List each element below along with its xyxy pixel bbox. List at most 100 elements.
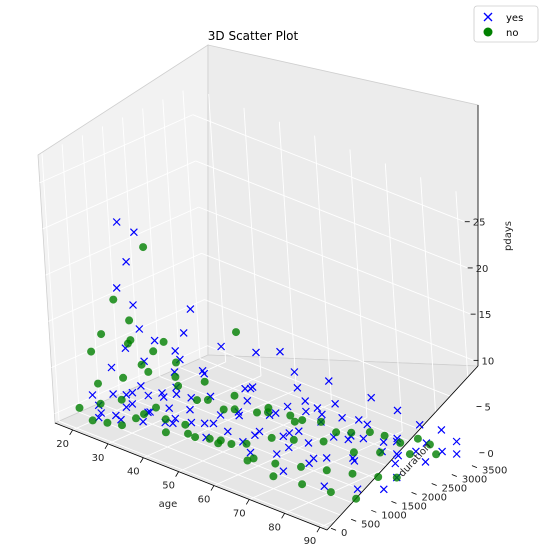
point-yes — [391, 459, 400, 468]
grid-line-y — [61, 144, 80, 413]
grid-line-y — [81, 135, 100, 404]
point-no — [125, 316, 134, 325]
point-yes — [301, 407, 310, 416]
point-yes — [139, 417, 148, 426]
point-no — [349, 448, 358, 457]
grid-line-z — [42, 160, 196, 230]
point-yes — [272, 450, 281, 458]
y-tick-label: 2500 — [442, 483, 467, 494]
grid-line-y — [99, 402, 372, 511]
grid-line-x — [455, 191, 474, 460]
point-no — [214, 439, 223, 448]
point-yes — [367, 393, 376, 402]
point-yes — [88, 391, 97, 399]
y-tick-mark — [330, 527, 337, 531]
point-no — [432, 450, 441, 459]
grid-line-x — [213, 417, 368, 486]
x-tick-mark — [281, 513, 285, 519]
point-yes — [186, 405, 194, 414]
point-yes — [284, 443, 293, 452]
point-no — [396, 438, 405, 447]
point-no — [200, 377, 209, 386]
point-no — [230, 405, 239, 414]
point-no — [174, 381, 183, 390]
point-no — [413, 434, 422, 443]
y-tick-label: 0 — [341, 528, 347, 539]
point-yes — [200, 419, 209, 428]
x-tick-mark — [69, 429, 74, 436]
legend-marker-yes — [483, 12, 493, 22]
point-yes — [276, 347, 284, 356]
point-yes — [165, 404, 174, 413]
y-tick-label: 3500 — [482, 466, 507, 477]
y-tick-mark — [471, 465, 478, 468]
point-yes — [172, 390, 181, 399]
point-yes — [344, 435, 353, 444]
y-tick-mark — [431, 483, 437, 486]
point-yes — [317, 410, 326, 419]
point-no — [172, 358, 180, 367]
point-yes — [243, 396, 252, 405]
point-no — [171, 372, 180, 381]
point-no — [203, 395, 212, 404]
point-yes — [109, 390, 118, 399]
point-no — [264, 408, 272, 417]
point-no — [317, 417, 325, 426]
grid-line-y — [199, 358, 473, 466]
x-tick-mark — [210, 485, 215, 491]
back-pane — [207, 44, 479, 367]
point-yes — [171, 414, 180, 423]
grid-line-y — [119, 393, 392, 502]
point-yes — [353, 485, 362, 494]
point-yes — [437, 425, 446, 434]
x-axis-line — [54, 422, 328, 531]
point-no — [332, 428, 341, 437]
x-tick-label: 60 — [198, 495, 211, 506]
point-yes — [198, 366, 207, 375]
point-yes — [122, 403, 131, 412]
y-tick-label: 1000 — [381, 510, 406, 521]
z-axis-label: pdays — [503, 221, 514, 251]
point-no — [205, 434, 214, 443]
point-no — [193, 396, 201, 405]
grid-line-x — [384, 163, 403, 432]
point-yes — [452, 437, 461, 446]
point-no — [425, 440, 434, 449]
point-yes — [379, 438, 388, 447]
point-yes — [421, 457, 430, 466]
point-no — [322, 466, 331, 475]
point-no — [374, 473, 383, 481]
point-no — [97, 330, 106, 339]
point-yes — [331, 399, 340, 408]
grid-line-x — [349, 149, 368, 418]
point-no — [103, 418, 112, 427]
point-no — [271, 459, 280, 468]
grid-line-x — [420, 177, 439, 446]
y-tick-mark — [451, 474, 457, 477]
point-yes — [354, 415, 363, 424]
x-tick-label: 30 — [92, 453, 105, 464]
legend-label-no: no — [506, 28, 518, 39]
point-no — [347, 428, 356, 437]
point-yes — [179, 328, 188, 337]
point-no — [140, 410, 148, 419]
point-yes — [122, 257, 131, 266]
point-no — [117, 395, 126, 404]
point-no — [181, 420, 190, 429]
point-no — [267, 433, 276, 442]
point-yes — [394, 451, 403, 460]
point-no — [298, 416, 307, 425]
y-tick-mark — [371, 509, 377, 513]
point-no — [109, 295, 118, 304]
point-no — [137, 360, 146, 369]
y-tick-label: 1500 — [401, 501, 426, 512]
point-no — [96, 399, 105, 408]
point-yes — [107, 363, 116, 372]
point-no — [118, 421, 126, 430]
grid-line-x — [243, 107, 262, 376]
point-yes — [324, 377, 333, 386]
point-no — [405, 450, 414, 459]
point-yes — [294, 427, 303, 436]
point-no — [326, 488, 335, 497]
grid-line-z — [201, 252, 474, 361]
